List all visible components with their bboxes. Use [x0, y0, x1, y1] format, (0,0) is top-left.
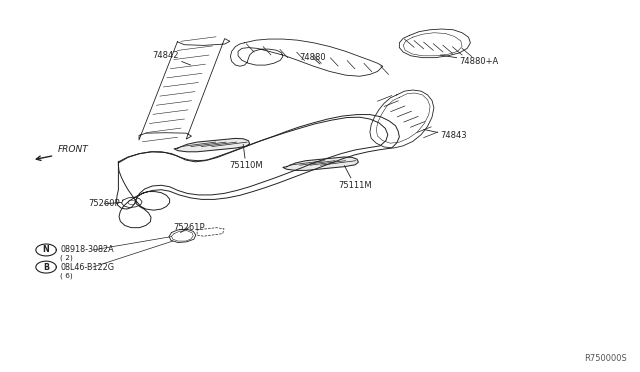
Polygon shape — [174, 138, 250, 152]
Text: 74842: 74842 — [152, 51, 191, 65]
Text: B: B — [43, 263, 49, 272]
Polygon shape — [283, 157, 358, 170]
Text: 74843: 74843 — [424, 129, 467, 140]
Text: 75110M: 75110M — [229, 144, 263, 170]
Text: 75260P: 75260P — [88, 199, 122, 208]
Text: 08L46-B122G: 08L46-B122G — [60, 263, 114, 272]
Text: 74880: 74880 — [300, 53, 326, 64]
Polygon shape — [36, 244, 56, 256]
Text: 75111M: 75111M — [338, 166, 372, 190]
Polygon shape — [36, 261, 56, 273]
Text: 74880+A: 74880+A — [440, 55, 499, 66]
Text: ( 2): ( 2) — [60, 255, 73, 262]
Text: N: N — [43, 246, 49, 254]
Text: 75261P: 75261P — [173, 223, 204, 232]
Text: 08918-3082A: 08918-3082A — [60, 246, 114, 254]
Text: R750000S: R750000S — [584, 354, 627, 363]
Text: ( 6): ( 6) — [60, 272, 73, 279]
Text: FRONT: FRONT — [58, 145, 88, 154]
